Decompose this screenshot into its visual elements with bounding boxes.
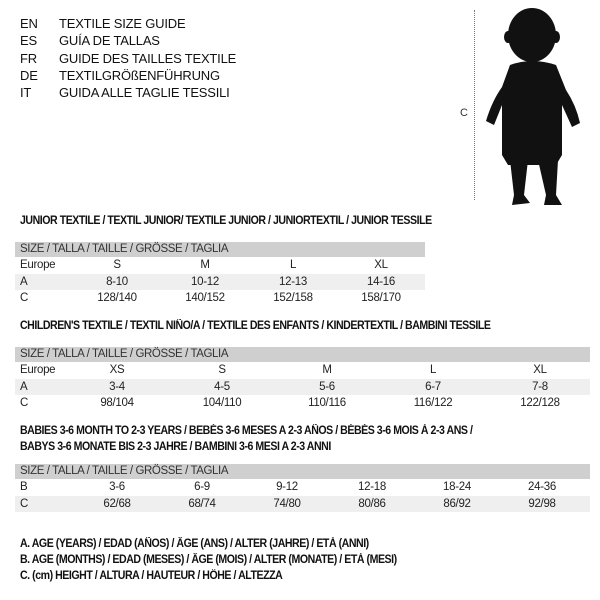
table-cell: 24-36	[528, 481, 556, 493]
size-table: SIZE / TALLA / TAILLE / GRÖSSE / TAGLIA B…	[15, 464, 590, 512]
height-indicator	[474, 10, 475, 200]
table-cell: 7-8	[532, 380, 548, 393]
table-row: Europe XS S M L XL	[15, 362, 590, 379]
table-cell: 3-4	[109, 380, 125, 393]
table-cell: 152/158	[273, 292, 313, 304]
table-cell: 18-24	[443, 481, 471, 493]
row-label: A	[20, 380, 28, 393]
table-cell: 6-9	[194, 481, 210, 493]
table-cell: 128/140	[97, 292, 137, 304]
table-cell: 140/152	[185, 292, 225, 304]
language-code: ES	[20, 33, 37, 49]
legend-note: C. (cm) HEIGHT / ALTURA / HAUTEUR / HÖHE…	[20, 570, 283, 582]
table-cell: 4-5	[214, 380, 230, 393]
table-row: A 8-10 10-12 12-13 14-16	[15, 273, 425, 290]
table-cell: XL	[533, 364, 547, 376]
table-cell: XL	[374, 259, 388, 271]
table-row: C 62/68 68/74 74/80 80/86 86/92 92/98	[15, 495, 590, 512]
table-cell: 86/92	[443, 497, 471, 510]
table-cell: 12-18	[358, 481, 386, 493]
row-label: A	[20, 275, 28, 288]
table-cell: 74/80	[273, 497, 301, 510]
language-code: DE	[20, 67, 38, 83]
legend-note: A. AGE (YEARS) / EDAD (AÑOS) / ÂGE (ANS)…	[20, 538, 369, 550]
table-header: SIZE / TALLA / TAILLE / GRÖSSE / TAGLIA	[15, 464, 590, 479]
table-header: SIZE / TALLA / TAILLE / GRÖSSE / TAGLIA	[15, 347, 590, 362]
legend-note: B. AGE (MONTHS) / EDAD (MESES) / ÂGE (MO…	[20, 554, 397, 566]
table-cell: L	[429, 364, 437, 376]
table-cell: S	[218, 364, 226, 376]
table-cell: 116/122	[413, 397, 453, 409]
language-title: GUIDA ALLE TAGLIE TESSILI	[59, 85, 230, 101]
row-label: C	[20, 397, 29, 409]
row-label: Europe	[20, 259, 56, 271]
table-row: A 3-4 4-5 5-6 6-7 7-8	[15, 378, 590, 395]
table-cell: S	[113, 259, 121, 271]
size-table: SIZE / TALLA / TAILLE / GRÖSSE / TAGLIA E…	[15, 347, 590, 412]
table-cell: 10-12	[191, 275, 219, 288]
table-cell: M	[200, 259, 210, 271]
table-title: BABYS 3-6 MONATE BIS 2-3 JAHRE / BAMBINI…	[20, 441, 331, 453]
table-title: JUNIOR TEXTILE / TEXTIL JUNIOR/ TEXTILE …	[20, 215, 432, 227]
size-table: SIZE / TALLA / TAILLE / GRÖSSE / TAGLIA E…	[15, 242, 425, 307]
table-row: C 98/104 104/110 110/116 116/122 122/128	[15, 395, 590, 412]
table-cell: 8-10	[106, 275, 128, 288]
language-title: GUÍA DE TALLAS	[59, 33, 160, 49]
height-label: C	[460, 107, 468, 119]
table-title: BABIES 3-6 MONTH TO 2-3 YEARS / BEBÉS 3-…	[20, 425, 473, 437]
language-title: GUIDE DES TAILLES TEXTILE	[59, 50, 237, 66]
language-code: FR	[20, 50, 37, 66]
table-cell: 92/98	[528, 497, 556, 510]
table-cell: 5-6	[319, 380, 335, 393]
row-label: C	[20, 292, 29, 304]
row-label: B	[20, 481, 28, 493]
table-cell: 122/128	[520, 397, 560, 409]
table-cell: 14-16	[367, 275, 395, 288]
language-title: TEXTILE SIZE GUIDE	[59, 16, 186, 31]
table-row: B 3-6 6-9 9-12 12-18 18-24 24-36	[15, 479, 590, 496]
table-row: Europe S M L XL	[15, 257, 425, 274]
table-cell: 98/104	[100, 397, 134, 409]
table-cell: 104/110	[202, 397, 242, 409]
language-title: TEXTILGRÖßENFÜHRUNG	[59, 67, 220, 83]
table-cell: 12-13	[279, 275, 307, 288]
table-cell: 6-7	[425, 380, 441, 393]
row-label: Europe	[20, 364, 56, 376]
table-cell: M	[322, 364, 332, 376]
language-code: IT	[20, 85, 32, 101]
child-silhouette-icon	[486, 8, 580, 205]
table-header: SIZE / TALLA / TAILLE / GRÖSSE / TAGLIA	[15, 242, 425, 257]
table-cell: 80/86	[358, 497, 386, 510]
table-cell: 158/170	[361, 292, 401, 304]
row-label: C	[20, 497, 29, 510]
table-row: C 128/140 140/152 152/158 158/170	[15, 290, 425, 307]
table-cell: 62/68	[103, 497, 131, 510]
table-cell: 3-6	[109, 481, 125, 493]
table-cell: 68/74	[188, 497, 216, 510]
language-code: EN	[20, 16, 38, 31]
table-cell: 110/116	[308, 397, 346, 409]
table-title: CHILDREN'S TEXTILE / TEXTIL NIÑO/A / TEX…	[20, 320, 491, 332]
table-cell: L	[289, 259, 297, 271]
table-cell: 9-12	[276, 481, 298, 493]
table-cell: XS	[109, 364, 125, 376]
